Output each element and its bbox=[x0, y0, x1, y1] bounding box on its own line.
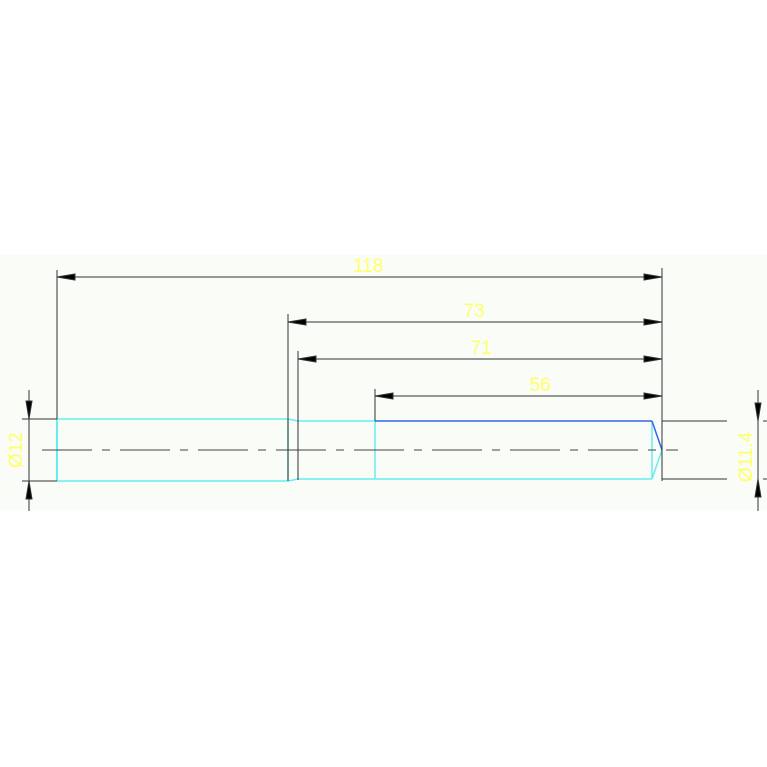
arrow-icon bbox=[56, 273, 76, 281]
arrow-icon bbox=[287, 318, 307, 326]
dim-text-118: 118 bbox=[353, 256, 383, 277]
shaft-step-taper-bottom bbox=[287, 478, 299, 482]
extension-lines bbox=[22, 268, 767, 482]
chamfer-bottom bbox=[651, 449, 663, 480]
dim-text-56: 56 bbox=[529, 375, 550, 396]
arrow-icon bbox=[297, 355, 317, 363]
drawing-area bbox=[0, 255, 767, 510]
shaft-step-taper-top bbox=[287, 418, 299, 422]
dim-text-73: 73 bbox=[463, 301, 484, 322]
dim-text-71: 71 bbox=[470, 338, 491, 359]
diameter-dimensions bbox=[25, 390, 762, 511]
arrow-icon bbox=[25, 400, 33, 420]
arrow-icon bbox=[25, 480, 33, 500]
horizontal-dimensions bbox=[56, 273, 663, 400]
arrow-icon bbox=[643, 355, 663, 363]
arrow-icon bbox=[754, 478, 762, 498]
shaft-outline bbox=[56, 418, 663, 482]
dim-text-dia114: Ø11.4 bbox=[736, 431, 757, 482]
dimension-dia12 bbox=[25, 390, 33, 511]
dim-text-dia12: Ø12 bbox=[6, 432, 27, 468]
arrow-icon bbox=[754, 402, 762, 422]
arrow-icon bbox=[374, 392, 394, 400]
dimension-71 bbox=[297, 355, 663, 363]
dimension-dia114 bbox=[754, 390, 762, 511]
highlight-chamfer-top bbox=[651, 420, 663, 451]
arrow-icon bbox=[643, 392, 663, 400]
highlight-edges bbox=[375, 420, 663, 451]
dimension-56 bbox=[374, 392, 663, 400]
arrow-icon bbox=[643, 273, 663, 281]
dimension-texts: 118 73 71 56 Ø12 Ø11.4 bbox=[6, 256, 757, 482]
dimension-118 bbox=[56, 273, 663, 281]
dimension-73 bbox=[287, 318, 663, 326]
arrow-icon bbox=[643, 318, 663, 326]
